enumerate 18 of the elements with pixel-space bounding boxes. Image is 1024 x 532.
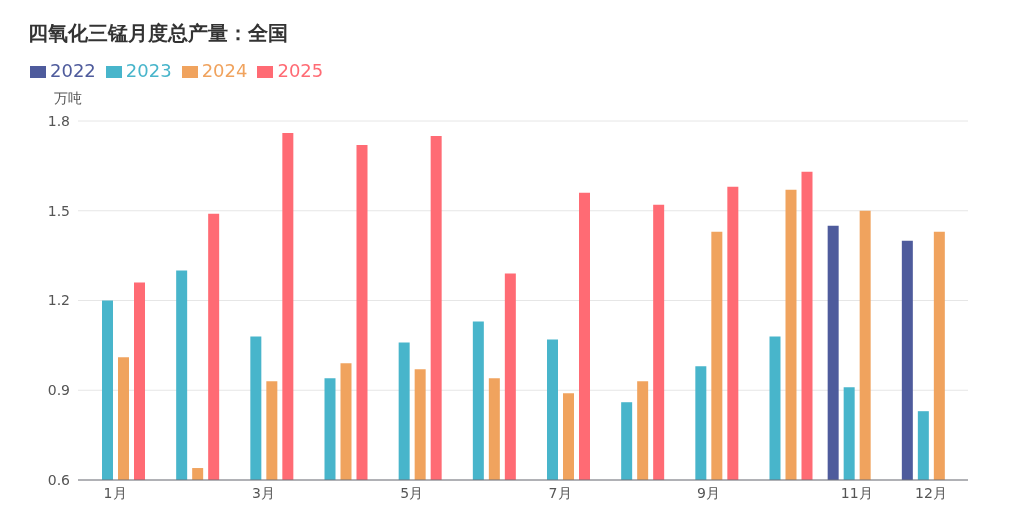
x-tick-label: 3月 (251, 484, 275, 501)
legend-label: 2022 (50, 60, 96, 81)
legend-label: 2024 (201, 60, 248, 81)
y-tick-label: 0.6 (47, 471, 71, 488)
y-tick-label: 1.8 (47, 112, 70, 129)
chart-title: 四氧化三锰月度总产量：全国 (27, 20, 289, 47)
y-tick-label: 1.5 (47, 202, 70, 219)
x-tick-label: 11月 (840, 484, 873, 501)
y-tick-label: 0.9 (47, 382, 70, 399)
x-tick-label: 9月 (696, 484, 720, 501)
legend-label: 2023 (125, 60, 172, 81)
legend-label: 2025 (277, 60, 324, 81)
x-tick-label: 7月 (548, 484, 572, 501)
y-tick-label: 1.2 (47, 292, 70, 309)
x-tick-label: 12月 (915, 484, 947, 501)
y-axis-title: 万吨 (54, 90, 82, 106)
x-tick-label: 5月 (400, 484, 424, 501)
x-tick-label: 1月 (103, 484, 127, 501)
